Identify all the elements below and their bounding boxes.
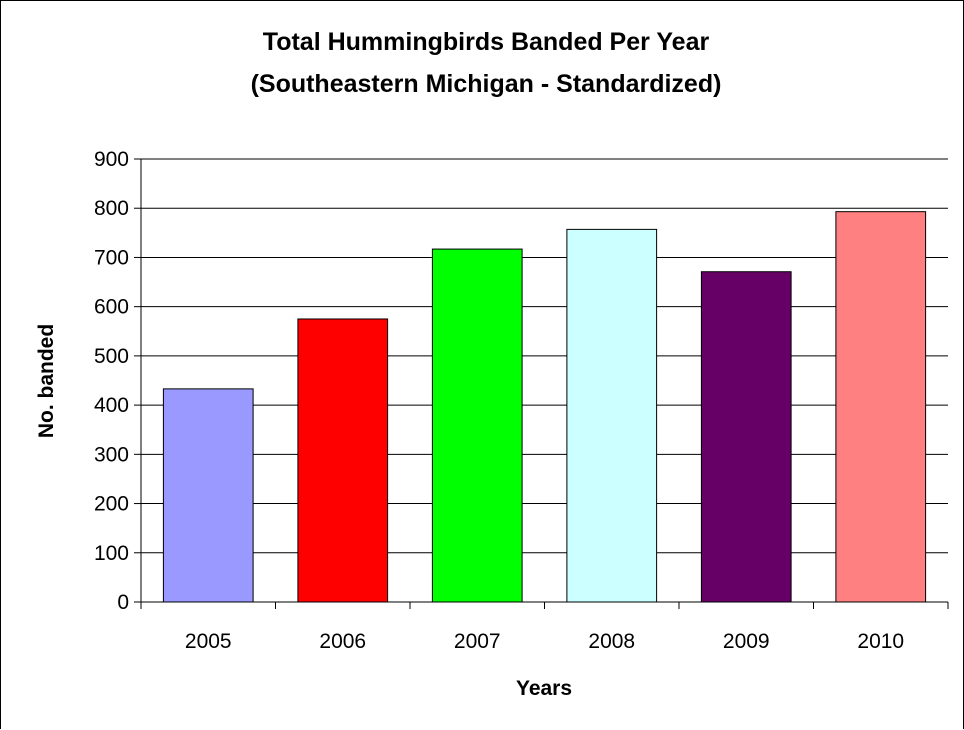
y-tick-label-100: 100 bbox=[94, 542, 129, 565]
bar-2006 bbox=[297, 318, 389, 603]
y-tick-label-500: 500 bbox=[94, 345, 129, 368]
gridlines bbox=[141, 158, 948, 554]
y-tick-label-800: 800 bbox=[94, 197, 129, 220]
x-tick-label-2008: 2008 bbox=[588, 630, 635, 653]
x-tick-label-2009: 2009 bbox=[723, 630, 770, 653]
x-tick-label-2007: 2007 bbox=[454, 630, 501, 653]
axes bbox=[134, 158, 949, 609]
bar-2009 bbox=[700, 271, 792, 603]
x-tick-label-2006: 2006 bbox=[319, 630, 366, 653]
y-tick-label-400: 400 bbox=[94, 394, 129, 417]
bar-2005 bbox=[162, 388, 254, 603]
y-tick-label-700: 700 bbox=[94, 246, 129, 269]
bar-2010 bbox=[835, 211, 927, 603]
y-tick-label-300: 300 bbox=[94, 443, 129, 466]
bar-2007 bbox=[431, 248, 523, 603]
y-tick-label-0: 0 bbox=[117, 591, 129, 614]
y-axis-label: No. banded bbox=[35, 324, 58, 438]
y-tick-label-600: 600 bbox=[94, 296, 129, 319]
x-tick-label-2010: 2010 bbox=[857, 630, 904, 653]
y-tick-labels: 0 100 200 300 400 500 600 700 800 900 bbox=[94, 148, 129, 614]
x-axis-label: Years bbox=[516, 677, 572, 700]
bar-2008 bbox=[566, 228, 658, 603]
chart-title: Total Hummingbirds Banded Per Year bbox=[263, 28, 710, 56]
chart-subtitle: (Southeastern Michigan - Standardized) bbox=[251, 70, 722, 98]
bars bbox=[162, 211, 927, 603]
x-tick-labels: 2005 2006 2007 2008 2009 2010 bbox=[185, 630, 904, 653]
y-tick-label-900: 900 bbox=[94, 148, 129, 171]
y-tick-label-200: 200 bbox=[94, 493, 129, 516]
x-tick-label-2005: 2005 bbox=[185, 630, 232, 653]
